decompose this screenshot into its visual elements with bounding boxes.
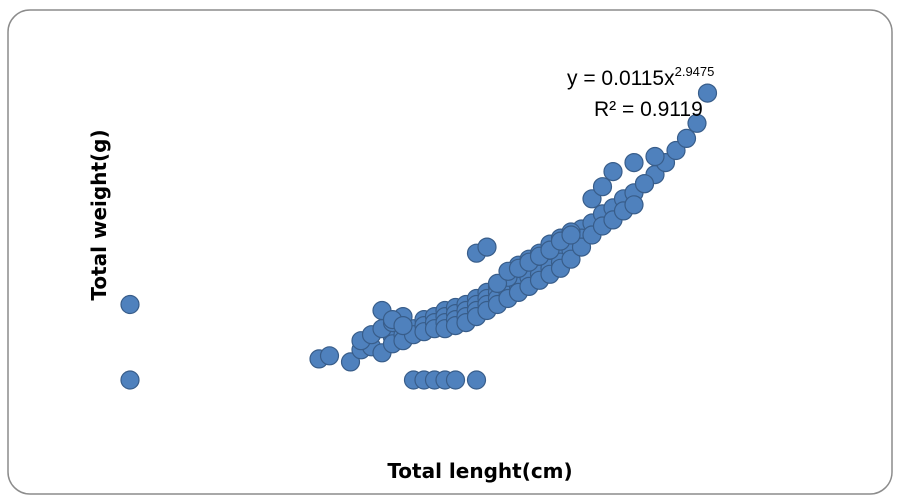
data-point	[487, 273, 508, 293]
data-point	[319, 346, 340, 366]
data-point	[571, 237, 592, 257]
data-point	[340, 352, 361, 372]
chart-border	[7, 9, 893, 495]
data-point	[624, 195, 644, 215]
data-points	[120, 83, 718, 390]
data-point	[561, 225, 581, 245]
data-point	[592, 177, 613, 197]
equation-label: y = 0.0115x2.9475	[567, 64, 714, 90]
data-point	[120, 370, 140, 390]
data-point	[477, 237, 497, 257]
data-point	[634, 174, 655, 194]
data-point	[624, 153, 644, 173]
x-axis-title: Total lenght(cm)	[387, 459, 572, 483]
equation-text: y = 0.0115x	[567, 67, 675, 90]
data-point	[466, 370, 487, 390]
data-point	[697, 83, 718, 103]
data-point	[561, 249, 581, 269]
r-squared-label: R² = 0.9119	[594, 98, 703, 121]
data-point	[603, 162, 623, 182]
data-point	[676, 128, 697, 148]
data-point	[666, 140, 686, 161]
equation-exponent: 2.9475	[675, 64, 715, 79]
data-point	[393, 316, 413, 336]
data-point	[120, 294, 140, 315]
data-point	[645, 146, 665, 167]
y-axis-title: Total weight(g)	[87, 129, 111, 300]
data-point	[445, 370, 466, 390]
data-point	[687, 113, 707, 133]
data-point	[582, 189, 602, 209]
